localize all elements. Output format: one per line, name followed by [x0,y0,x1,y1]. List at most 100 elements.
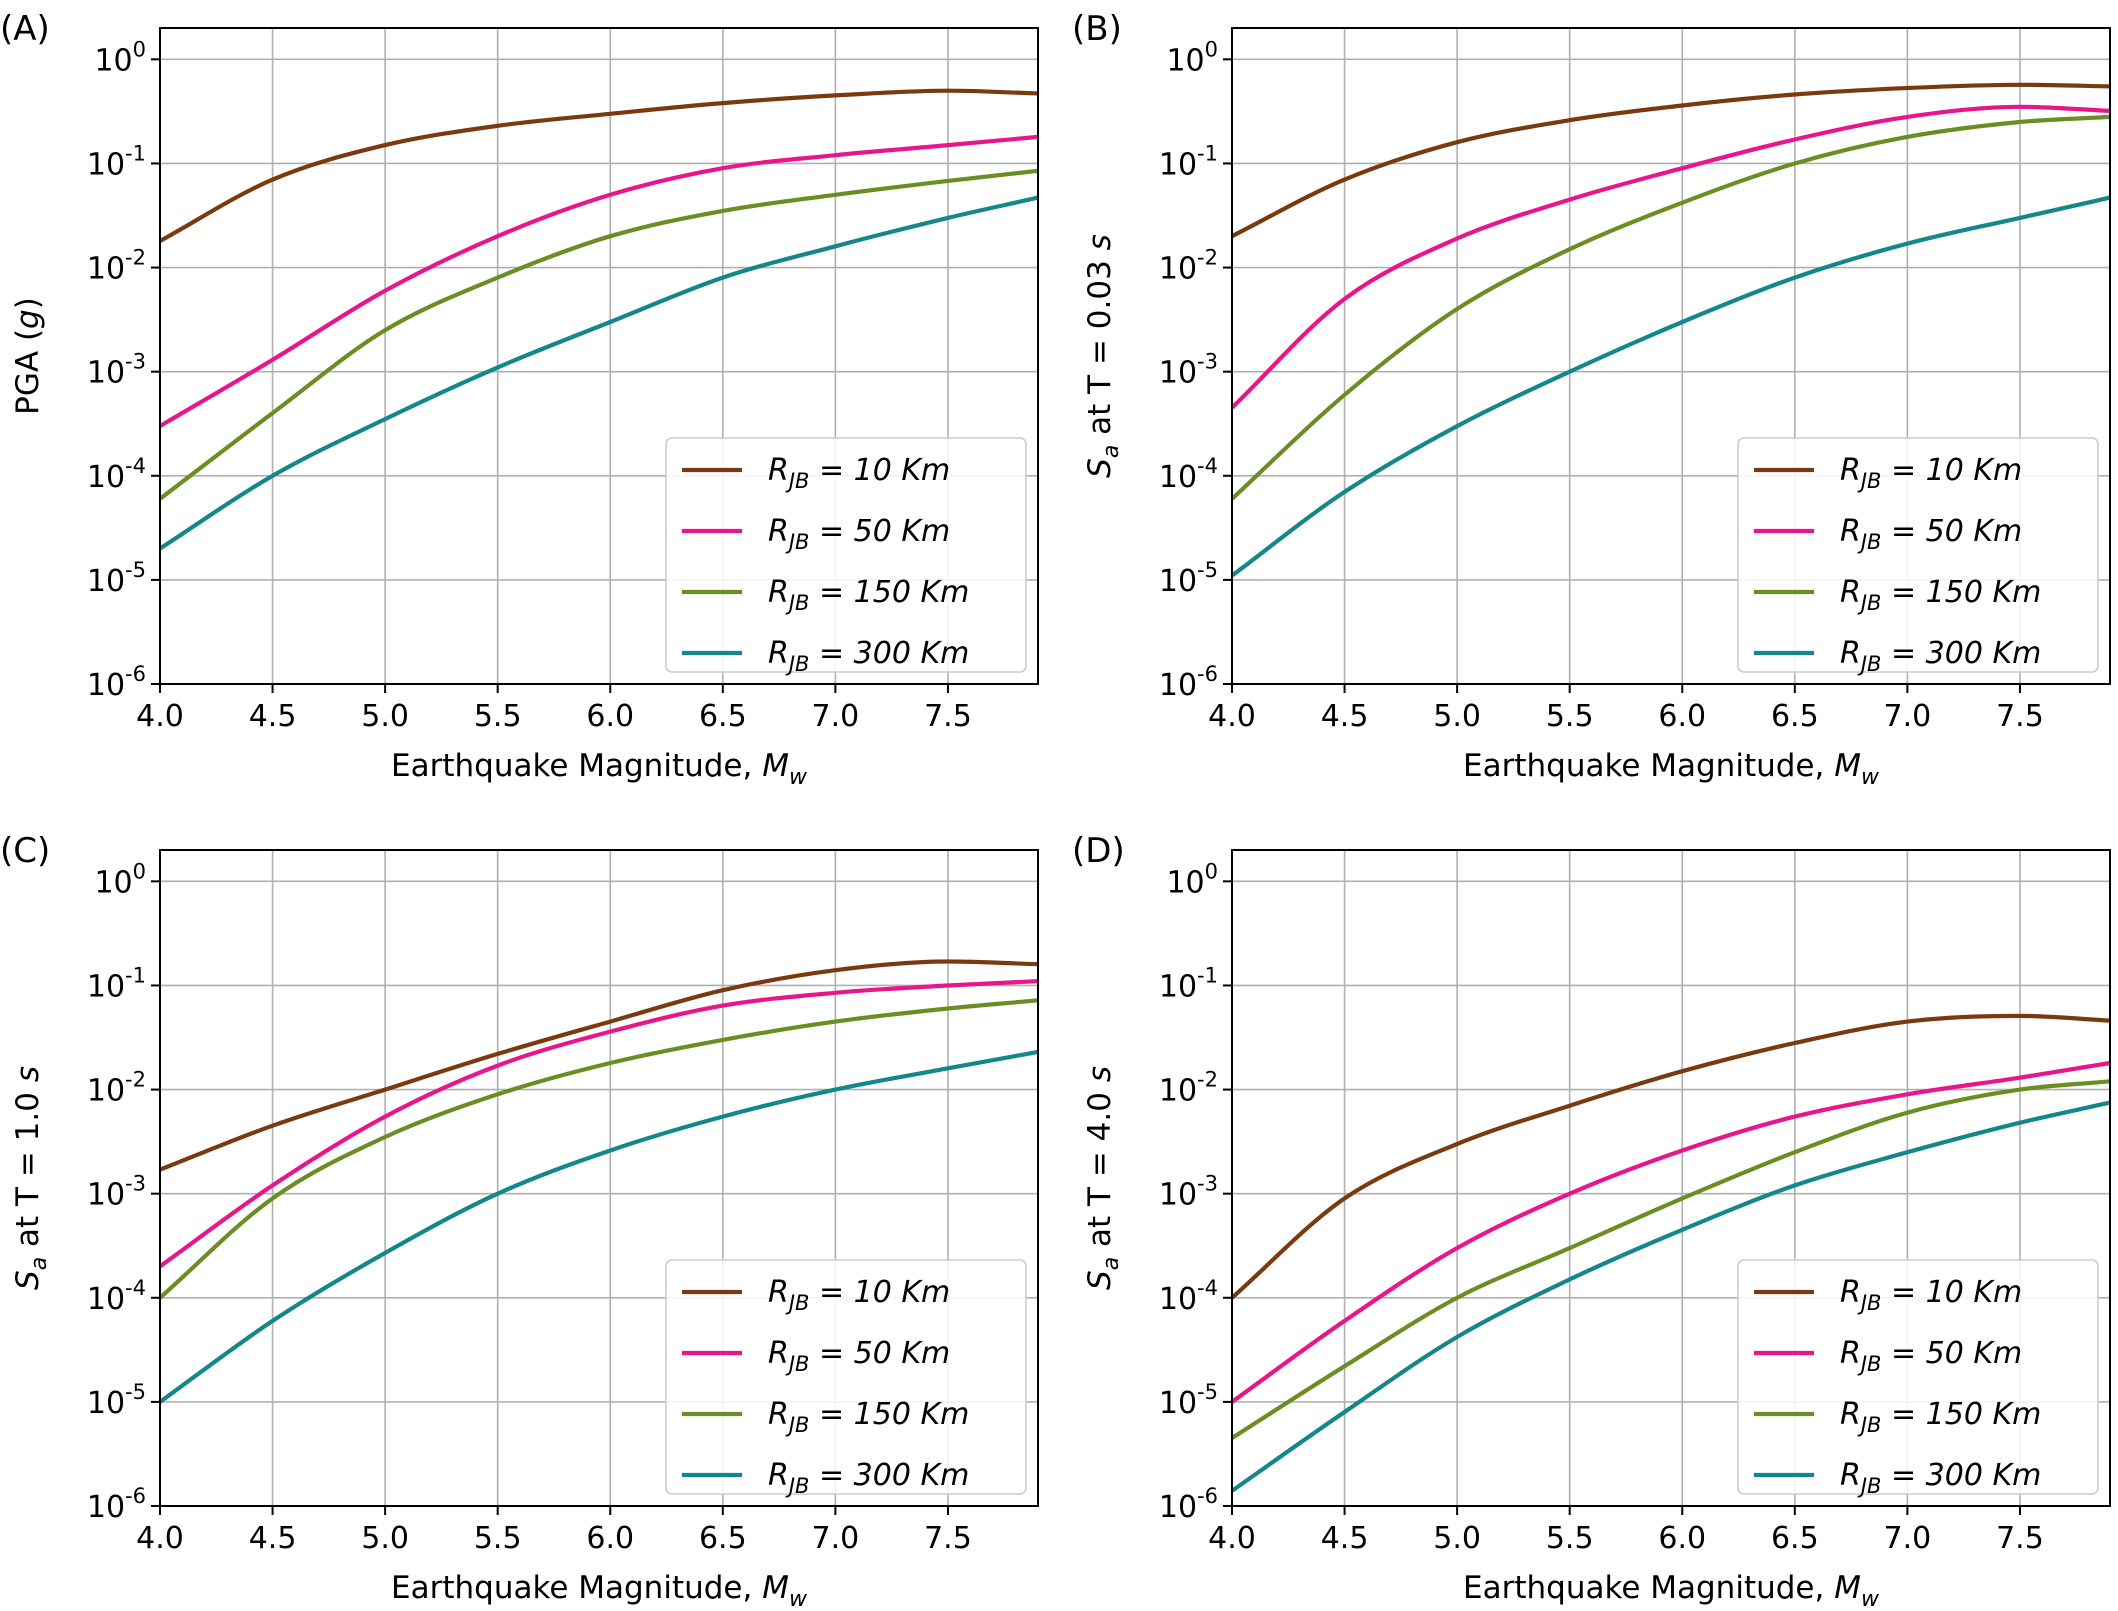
series-line-300km [158,195,1039,551]
y-tick-label: 10-4 [87,454,146,495]
x-axis-label: Earthquake Magnitude, Mw [1463,748,1880,790]
legend: RJB = 10 Km RJB = 50 Km RJB = 150 Km RJB = … [665,437,1027,676]
x-tick-label: 5.0 [1433,699,1481,734]
y-tick-label: 10-2 [1159,246,1218,287]
legend-label-50km: RJB = 50 Km [768,514,950,554]
y-tick-label: 100 [1166,859,1218,900]
y-tick-label: 10-3 [1159,1172,1218,1213]
y-axis-label: Sa at T = 4.0 s [1082,1066,1124,1290]
x-tick-label: 6.5 [1771,1521,1819,1556]
x-axis-label: Earthquake Magnitude, Mw [391,1570,808,1611]
y-tick-label: 10-6 [1159,662,1218,703]
chart-panel: (B) 4.0 4.5 5.0 5.5 6.0 6.5 7.0 7.5 100 10-1 10-2 10… [1072,9,2111,790]
chart-panel: (A) 4.0 4.5 5.0 5.5 6.0 6.5 7.0 7.5 100 10-1 10-2 10… [0,9,1039,790]
y-tick-label: 10-1 [87,963,146,1004]
x-axis-label: Earthquake Magnitude, Mw [1463,1570,1880,1611]
x-tick-label: 5.5 [474,1521,522,1556]
x-tick-label: 6.0 [586,699,634,734]
legend-box [665,1259,1027,1495]
x-tick-label: 5.5 [474,699,522,734]
series-line-300km [1230,195,2111,578]
panel-label: (A) [0,9,50,49]
chart-panel: (D) 4.0 4.5 5.0 5.5 6.0 6.5 7.0 7.5 100 10-1 10-2 10… [1072,831,2111,1611]
panel-label: (C) [0,831,50,871]
y-tick-label: 10-6 [1159,1484,1218,1525]
legend-label-10km: RJB = 10 Km [768,1275,950,1315]
legend-box [1737,437,2099,673]
series-line-150km [158,168,1039,501]
series-line-150km [1230,1079,2111,1440]
series-line-150km [158,998,1039,1300]
legend-label-150km: RJB = 150 Km [768,1397,969,1437]
legend-label-300km: RJB = 300 Km [768,1458,969,1498]
legend-label-10km: RJB = 10 Km [1840,1275,2022,1315]
legend-box [665,437,1027,673]
x-tick-label: 4.0 [136,1521,184,1556]
legend-label-150km: RJB = 150 Km [1840,575,2041,615]
x-tick-label: 4.5 [249,699,297,734]
y-tick-label: 10-2 [87,1068,146,1109]
y-tick-label: 10-4 [87,1276,146,1317]
y-tick-label: 10-2 [87,246,146,287]
legend-label-50km: RJB = 50 Km [1840,1336,2022,1376]
x-tick-label: 6.5 [699,699,747,734]
legend-label-50km: RJB = 50 Km [1840,514,2022,554]
series-line-300km [158,1049,1039,1404]
x-tick-label: 4.0 [136,699,184,734]
legend-box [1737,1259,2099,1495]
series-line-300km [1230,1100,2111,1493]
x-tick-label: 5.5 [1546,699,1594,734]
legend-label-10km: RJB = 10 Km [768,453,950,493]
y-tick-label: 10-5 [87,1380,146,1421]
series-line-150km [1230,114,2111,501]
y-tick-label: 10-1 [87,141,146,182]
x-tick-label: 4.0 [1208,1521,1256,1556]
x-tick-label: 6.5 [699,1521,747,1556]
x-tick-label: 4.5 [249,1521,297,1556]
axes-frame [159,849,1039,1507]
x-tick-label: 7.5 [924,699,972,734]
y-tick-label: 10-4 [1159,1276,1218,1317]
panel-label: (B) [1072,9,1122,49]
y-tick-label: 10-6 [87,662,146,703]
x-tick-label: 4.0 [1208,699,1256,734]
x-tick-label: 6.5 [1771,699,1819,734]
y-tick-label: 10-6 [87,1484,146,1525]
y-tick-label: 100 [1166,37,1218,78]
x-tick-label: 5.0 [361,1521,409,1556]
x-tick-label: 7.5 [924,1521,972,1556]
legend-label-300km: RJB = 300 Km [768,636,969,676]
x-tick-label: 5.0 [361,699,409,734]
legend-label-300km: RJB = 300 Km [1840,1458,2041,1498]
series-line-50km [158,979,1039,1269]
series-line-10km [1231,82,2111,239]
x-tick-label: 4.5 [1321,699,1369,734]
series-line-10km [1230,1013,2111,1300]
y-tick-label: 100 [94,859,146,900]
y-tick-label: 10-4 [1159,454,1218,495]
legend-label-150km: RJB = 150 Km [768,575,969,615]
x-tick-label: 5.5 [1546,1521,1594,1556]
x-axis-label: Earthquake Magnitude, Mw [391,748,808,790]
y-tick-label: 10-1 [1159,963,1218,1004]
legend: RJB = 10 Km RJB = 50 Km RJB = 150 Km RJB = … [665,1259,1027,1498]
x-tick-label: 4.5 [1321,1521,1369,1556]
legend-label-10km: RJB = 10 Km [1840,453,2022,493]
series-line-50km [158,134,1039,428]
x-tick-label: 5.0 [1433,1521,1481,1556]
x-tick-label: 7.0 [1884,1521,1932,1556]
x-tick-label: 7.5 [1996,1521,2044,1556]
legend-label-300km: RJB = 300 Km [1840,636,2041,676]
x-tick-label: 7.0 [812,699,860,734]
axes-frame [1231,849,2111,1507]
x-tick-label: 6.0 [1658,1521,1706,1556]
y-axis-label: Sa at T = 1.0 s [10,1066,52,1290]
legend: RJB = 10 Km RJB = 50 Km RJB = 150 Km RJB = … [1737,1259,2099,1498]
legend: RJB = 10 Km RJB = 50 Km RJB = 150 Km RJB = … [1737,437,2099,676]
axes-frame [1231,27,2111,685]
series-line-10km [159,959,1039,1172]
y-tick-label: 10-5 [1159,558,1218,599]
x-tick-label: 7.5 [1996,699,2044,734]
y-axis-label: PGA (g) [10,297,46,415]
